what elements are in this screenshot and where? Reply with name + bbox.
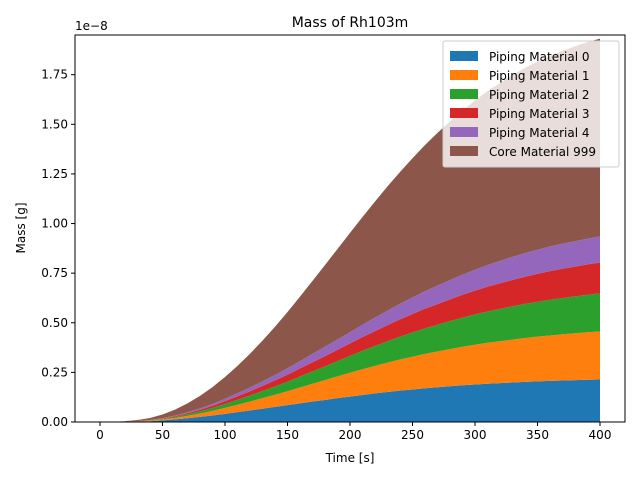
legend-swatch <box>450 127 478 137</box>
x-axis-ticks: 0 50 100 150 200 250 300 350 400 <box>96 422 611 442</box>
x-tick-label: 150 <box>276 428 299 442</box>
area-series-4 <box>100 236 600 422</box>
area-series-3 <box>100 262 600 422</box>
x-tick-label: 50 <box>155 428 170 442</box>
x-axis-label: Time [s] <box>325 451 375 465</box>
chart-title: Mass of Rh103m <box>292 15 409 31</box>
x-tick-label: 250 <box>401 428 424 442</box>
legend: Piping Material 0 Piping Material 1 Piping… <box>442 40 620 168</box>
area-series-0 <box>100 379 600 422</box>
legend-label: Piping Material 2 <box>489 88 590 102</box>
x-tick-label: 0 <box>96 428 104 442</box>
legend-swatch <box>450 51 478 61</box>
y-axis-ticks: 0.00 0.25 0.50 0.75 1.00 1.25 1.50 1.75 <box>41 68 75 429</box>
legend-swatch <box>450 146 478 156</box>
y-tick-label: 0.25 <box>41 365 68 379</box>
x-tick-label: 200 <box>339 428 362 442</box>
legend-label: Piping Material 1 <box>489 69 590 83</box>
y-tick-label: 1.25 <box>41 167 68 181</box>
y-tick-label: 0.00 <box>41 415 68 429</box>
x-tick-label: 100 <box>214 428 237 442</box>
legend-box <box>442 40 620 168</box>
y-tick-label: 0.50 <box>41 316 68 330</box>
y-tick-label: 1.75 <box>41 68 68 82</box>
y-axis-offset-label: 1e−8 <box>75 19 108 33</box>
y-tick-label: 0.75 <box>41 266 68 280</box>
legend-swatch <box>450 89 478 99</box>
y-axis-label: Mass [g] <box>14 202 28 253</box>
legend-label: Piping Material 4 <box>489 126 590 140</box>
area-series-2 <box>100 293 600 422</box>
legend-label: Piping Material 0 <box>489 50 590 64</box>
legend-swatch <box>450 70 478 80</box>
area-series-1 <box>100 331 600 422</box>
legend-label: Core Material 999 <box>489 145 596 159</box>
x-tick-label: 350 <box>526 428 549 442</box>
x-tick-label: 300 <box>464 428 487 442</box>
x-tick-label: 400 <box>589 428 612 442</box>
y-tick-label: 1.00 <box>41 217 68 231</box>
legend-label: Piping Material 3 <box>489 107 590 121</box>
y-tick-label: 1.50 <box>41 117 68 131</box>
legend-swatch <box>450 108 478 118</box>
